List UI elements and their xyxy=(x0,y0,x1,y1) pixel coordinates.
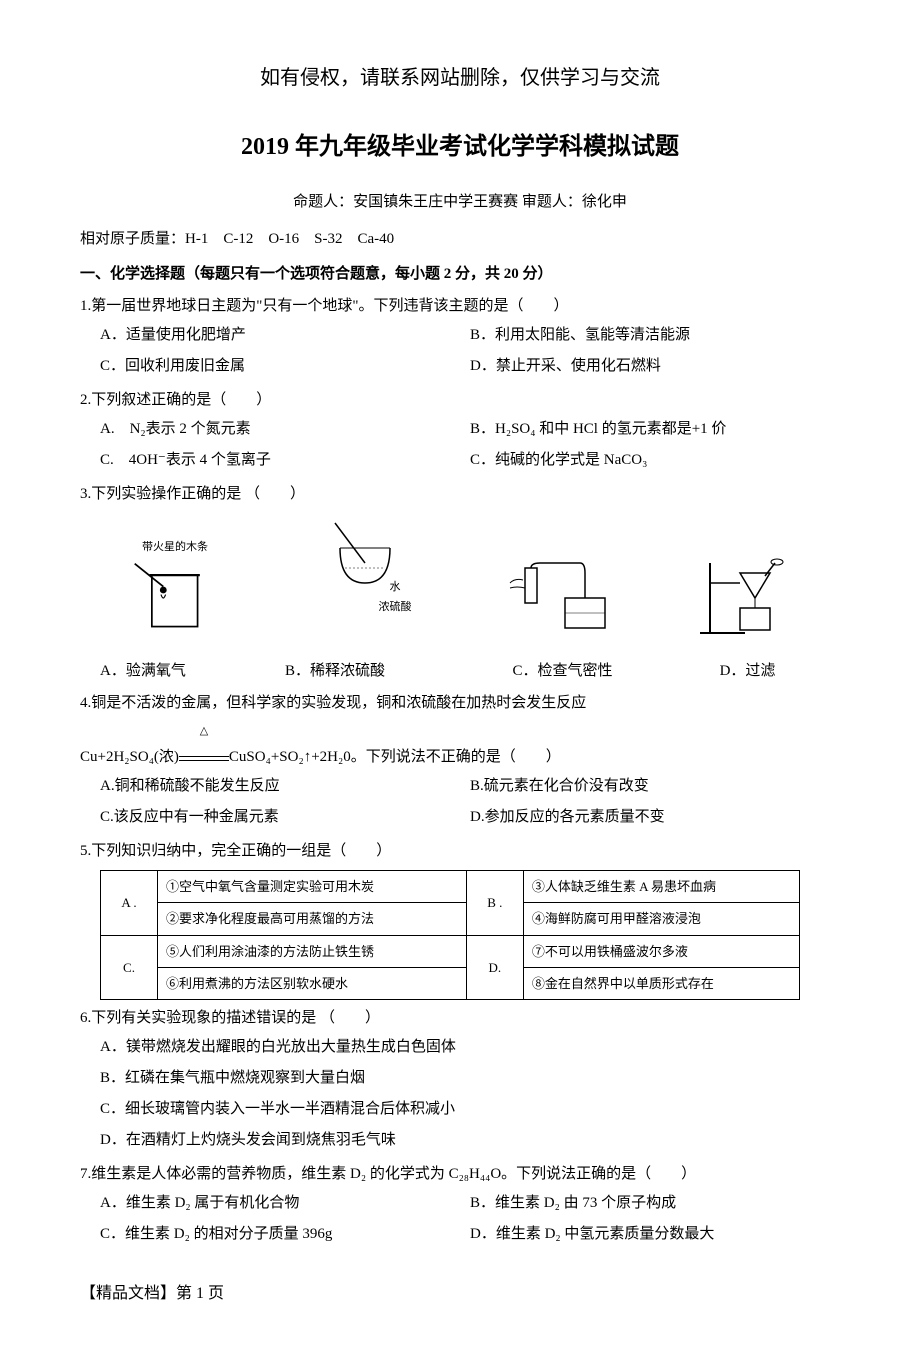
header-notice: 如有侵权，请联系网站删除，仅供学习与交流 xyxy=(80,60,840,96)
q7-option-c: C．维生素 D₂ 的相对分子质量 396g xyxy=(100,1219,470,1250)
question-6: 6.下列有关实验现象的描述错误的是 （ ） A．镁带燃烧发出耀眼的白光放出大量热… xyxy=(80,1005,840,1156)
q6-option-b: B．红磷在集气瓶中燃烧观察到大量白烟 xyxy=(80,1063,840,1094)
question-4: 4.铜是不活泼的金属，但科学家的实验发现，铜和浓硫酸在加热时会发生反应 Cu+2… xyxy=(80,690,840,833)
exam-title: 2019 年九年级毕业考试化学学科模拟试题 xyxy=(80,126,840,169)
question-7: 7.维生素是人体必需的营养物质，维生素 D₂ 的化学式为 C₂₈H₄₄O。下列说… xyxy=(80,1161,840,1250)
q5-cell-c2: ⑥利用煮沸的方法区别软水硬水 xyxy=(158,967,467,999)
q5-cell-b1: ③人体缺乏维生素 A 易患坏血病 xyxy=(523,870,799,902)
q3-option-d: D．过滤 xyxy=(655,658,840,685)
question-1: 1.第一届世界地球日主题为"只有一个地球"。下列违背该主题的是（ ） A．适量使… xyxy=(80,293,840,382)
q7-option-b: B．维生素 D₂ 由 73 个原子构成 xyxy=(470,1188,840,1219)
question-3: 3.下列实验操作正确的是 （ ） 带火星的木条 水 浓硫酸 xyxy=(80,481,840,685)
q6-option-c: C．细长玻璃管内装入一半水一半酒精混合后体积减小 xyxy=(80,1094,840,1125)
q4-equation-left: Cu+2H₂SO₄(浓) xyxy=(80,749,179,765)
q5-cell-b-label: B . xyxy=(466,870,523,935)
q1-option-b: B．利用太阳能、氢能等清洁能源 xyxy=(470,320,840,351)
q5-cell-a-label: A . xyxy=(101,870,158,935)
q2-stem: 2.下列叙述正确的是（ ） xyxy=(80,387,840,414)
q2-option-c: C. 4OH⁻表示 4 个氢离子 xyxy=(100,445,470,476)
q3-option-b: B．稀释浓硫酸 xyxy=(285,658,470,685)
q5-stem: 5.下列知识归纳中，完全正确的一组是（ ） xyxy=(80,838,840,865)
diagram-b-water-label: 水 xyxy=(300,578,490,598)
atomic-mass: 相对原子质量：H-1 C-12 O-16 S-32 Ca-40 xyxy=(80,226,840,253)
page-footer: 【精品文档】第 1 页 xyxy=(80,1280,840,1309)
q7-option-a: A．维生素 D₂ 属于有机化合物 xyxy=(100,1188,470,1219)
q5-table: A . ①空气中氧气含量测定实验可用木炭 B . ③人体缺乏维生素 A 易患坏血… xyxy=(100,870,800,1001)
oxygen-test-icon xyxy=(129,558,220,638)
q7-stem: 7.维生素是人体必需的营养物质，维生素 D₂ 的化学式为 C₂₈H₄₄O。下列说… xyxy=(80,1161,840,1188)
q1-stem: 1.第一届世界地球日主题为"只有一个地球"。下列违背该主题的是（ ） xyxy=(80,293,840,320)
q1-option-c: C．回收利用废旧金属 xyxy=(100,351,470,382)
airtight-check-icon xyxy=(495,558,615,638)
q4-stem-1: 4.铜是不活泼的金属，但科学家的实验发现，铜和浓硫酸在加热时会发生反应 xyxy=(80,690,840,717)
q6-stem: 6.下列有关实验现象的描述错误的是 （ ） xyxy=(80,1005,840,1032)
q3-option-a: A．验满氧气 xyxy=(80,658,285,685)
q5-cell-c1: ⑤人们利用涂油漆的方法防止铁生锈 xyxy=(158,935,467,967)
q1-option-d: D．禁止开采、使用化石燃料 xyxy=(470,351,840,382)
question-2: 2.下列叙述正确的是（ ） A. N₂表示 2 个氮元素 B．H₂SO₄ 和中 … xyxy=(80,387,840,476)
q5-cell-d2: ⑧金在自然界中以单质形式存在 xyxy=(523,967,799,999)
q3-option-c: C．检查气密性 xyxy=(470,658,655,685)
q7-option-d: D．维生素 D₂ 中氢元素质量分数最大 xyxy=(470,1219,840,1250)
q2-option-b: B．H₂SO₄ 和中 HCl 的氢元素都是+1 价 xyxy=(470,414,840,445)
q4-equation-right: CuSO₄+SO₂↑+2H₂0。下列说法不正确的是（ ） xyxy=(229,749,561,765)
q5-cell-d1: ⑦不可以用铁桶盛波尔多液 xyxy=(523,935,799,967)
q5-cell-a1: ①空气中氧气含量测定实验可用木炭 xyxy=(158,870,467,902)
q5-cell-a2: ②要求净化程度最高可用蒸馏的方法 xyxy=(158,903,467,935)
diagram-a-label-top: 带火星的木条 xyxy=(80,538,270,558)
q4-option-b: B.硫元素在化合价没有改变 xyxy=(470,771,840,802)
q4-option-d: D.参加反应的各元素质量不变 xyxy=(470,802,840,833)
q5-cell-b2: ④海鲜防腐可用甲醛溶液浸泡 xyxy=(523,903,799,935)
question-5: 5.下列知识归纳中，完全正确的一组是（ ） A . ①空气中氧气含量测定实验可用… xyxy=(80,838,840,1001)
q5-cell-c-label: C. xyxy=(101,935,158,1000)
authors: 命题人：安国镇朱王庄中学王赛赛 审题人：徐化申 xyxy=(80,189,840,216)
diagram-b: 水 浓硫酸 xyxy=(270,518,460,648)
q4-option-a: A.铜和稀硫酸不能发生反应 xyxy=(100,771,470,802)
q4-equation: Cu+2H₂SO₄(浓)△CuSO₄+SO₂↑+2H₂0。下列说法不正确的是（ … xyxy=(80,717,840,771)
q2-option-d: C．纯碱的化学式是 NaCO₃ xyxy=(470,445,840,476)
diagram-d xyxy=(650,558,840,648)
diagram-b-acid-label: 浓硫酸 xyxy=(300,598,490,618)
q1-option-a: A．适量使用化肥增产 xyxy=(100,320,470,351)
filter-icon xyxy=(695,558,795,638)
q4-option-c: C.该反应中有一种金属元素 xyxy=(100,802,470,833)
q6-option-a: A．镁带燃烧发出耀眼的白光放出大量热生成白色固体 xyxy=(80,1032,840,1063)
q5-cell-d-label: D. xyxy=(466,935,523,1000)
section-1-header: 一、化学选择题（每题只有一个选项符合题意，每小题 2 分，共 20 分） xyxy=(80,261,840,288)
reaction-condition-icon: △ xyxy=(179,717,229,771)
q3-stem: 3.下列实验操作正确的是 （ ） xyxy=(80,481,840,508)
q6-option-d: D．在酒精灯上灼烧头发会闻到烧焦羽毛气味 xyxy=(80,1125,840,1156)
diagram-a: 带火星的木条 xyxy=(80,538,270,648)
q2-option-a: A. N₂表示 2 个氮元素 xyxy=(100,414,470,445)
